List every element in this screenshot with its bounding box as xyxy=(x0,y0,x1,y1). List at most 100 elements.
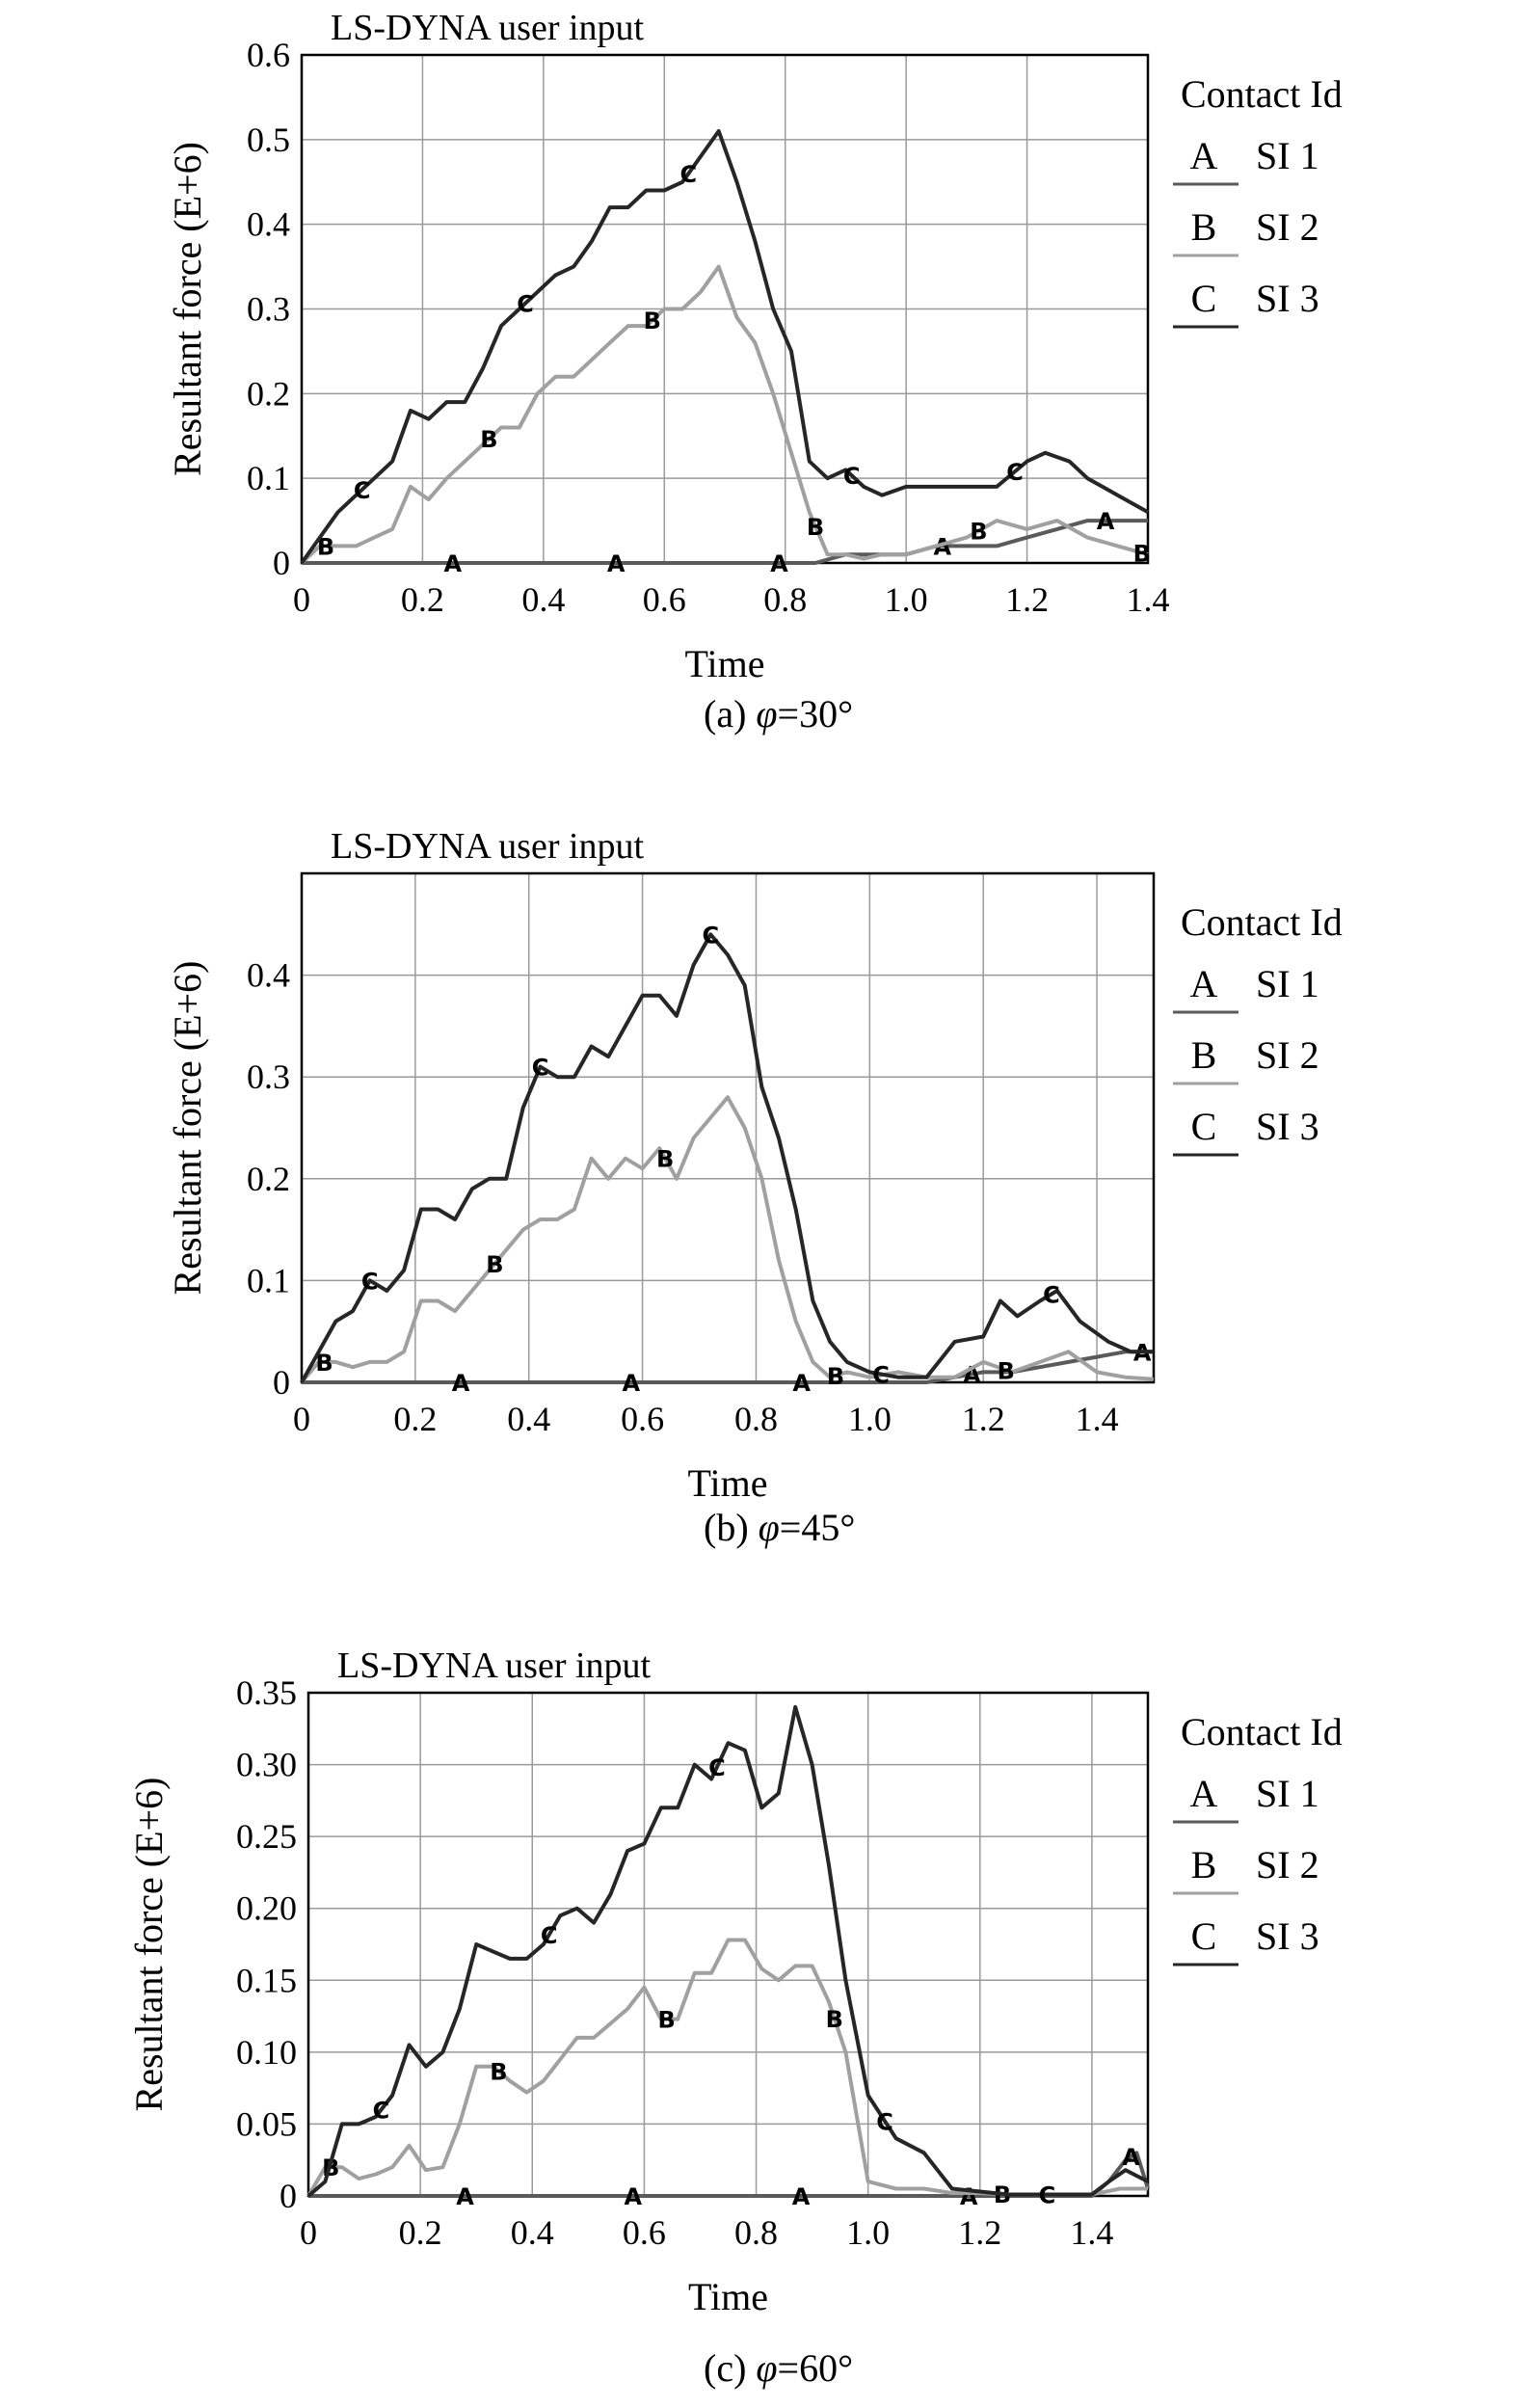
legend-key-C: C xyxy=(1191,1914,1217,1958)
x-tick-label: 1.2 xyxy=(1005,580,1049,619)
x-tick-label: 0 xyxy=(293,580,310,619)
figure-caption: (b) φ=45° xyxy=(704,1506,855,1549)
legend-key-C: C xyxy=(1191,1105,1217,1148)
series-marker-C: C xyxy=(1043,1281,1060,1308)
legend-key-B: B xyxy=(1191,1843,1217,1886)
x-tick-label: 0.4 xyxy=(507,1400,550,1438)
series-marker-A: A xyxy=(1097,508,1115,535)
series-marker-C: C xyxy=(876,2108,893,2135)
x-tick-label: 1.2 xyxy=(962,1400,1005,1438)
y-tick-label: 0.10 xyxy=(236,2033,297,2072)
x-tick-label: 0.2 xyxy=(401,580,444,619)
x-axis-label: Time xyxy=(688,2275,768,2318)
series-marker-B: B xyxy=(827,1363,844,1390)
series-marker-B: B xyxy=(1133,540,1151,567)
x-tick-label: 0 xyxy=(293,1400,310,1438)
series-marker-A: A xyxy=(443,550,462,577)
caption-symbol: φ xyxy=(756,2346,777,2390)
legend-label-B: SI 2 xyxy=(1256,205,1319,249)
y-tick-label: 0.1 xyxy=(247,1261,290,1299)
y-tick-label: 0.1 xyxy=(247,459,290,497)
series-marker-C: C xyxy=(361,1268,379,1295)
x-tick-label: 1.0 xyxy=(848,1400,892,1438)
caption-symbol: φ xyxy=(759,1506,780,1549)
series-marker-B: B xyxy=(317,533,334,560)
legend-label-A: SI 1 xyxy=(1256,962,1319,1005)
chart-3: LS-DYNA user input 0 0.2 0.4 0.6 0.8 1.0 1.2 1.4… xyxy=(127,1645,1343,2390)
series-marker-A: A xyxy=(1122,2144,1140,2171)
y-tick-label: 0.2 xyxy=(247,1160,290,1198)
series-marker-C: C xyxy=(1039,2182,1056,2209)
legend-label-A: SI 1 xyxy=(1256,1772,1319,1815)
series-line-C xyxy=(306,1704,1149,2198)
x-tick-label: 0.4 xyxy=(521,580,565,619)
series-marker-B: B xyxy=(315,1350,333,1377)
x-tick-label: 0.8 xyxy=(763,580,807,619)
y-tick-label: 0 xyxy=(273,544,290,582)
series-marker-B: B xyxy=(826,2006,843,2033)
y-tick-label: 0.4 xyxy=(247,956,290,995)
series-marker-B: B xyxy=(970,519,987,546)
series-line-B xyxy=(300,1095,1155,1384)
x-tick-label: 1.4 xyxy=(1127,580,1170,619)
x-tick-label: 1.0 xyxy=(885,580,928,619)
figure-caption: (a) φ=30° xyxy=(704,692,853,736)
x-tick-label: 1.4 xyxy=(1076,1400,1119,1438)
y-tick-label: 0.35 xyxy=(236,1673,297,1712)
x-tick-label: 0.6 xyxy=(621,1400,664,1438)
y-tick-label: 0.05 xyxy=(236,2104,297,2143)
x-tick-label: 1.4 xyxy=(1070,2213,1113,2252)
chart-title: LS-DYNA user input xyxy=(331,826,645,867)
y-tick-label: 0.3 xyxy=(247,1057,290,1096)
series-marker-C: C xyxy=(354,477,371,504)
series-marker-A: A xyxy=(960,2183,978,2210)
plot-frame xyxy=(306,1691,1150,2198)
caption-prefix: (a) xyxy=(704,692,756,736)
series-marker-A: A xyxy=(770,550,788,577)
chart-title: LS-DYNA user input xyxy=(331,8,645,48)
series-line-C xyxy=(300,129,1149,565)
series-marker-A: A xyxy=(624,2183,642,2210)
x-tick-label: 0.6 xyxy=(623,2213,666,2252)
legend-label-C: SI 3 xyxy=(1256,1914,1319,1958)
series-marker-C: C xyxy=(703,922,720,949)
x-tick-label: 0.6 xyxy=(643,580,686,619)
y-tick-label: 0.30 xyxy=(236,1746,297,1784)
y-tick-label: 0.25 xyxy=(236,1817,297,1856)
legend-key-C: C xyxy=(1191,277,1217,320)
series-marker-B: B xyxy=(657,2007,675,2034)
caption-value: =60° xyxy=(778,2346,854,2390)
y-tick-label: 0.3 xyxy=(247,290,290,329)
figure-caption: (c) φ=60° xyxy=(704,2346,853,2390)
legend-label-B: SI 2 xyxy=(1256,1033,1319,1077)
legend-title: Contact Id xyxy=(1181,72,1343,116)
series-line-A xyxy=(308,2151,1150,2198)
series-marker-B: B xyxy=(807,514,824,541)
y-axis-label: Resultant force (E+6) xyxy=(127,1778,171,2112)
legend-key-A: A xyxy=(1190,134,1218,177)
legend-key-A: A xyxy=(1190,962,1218,1005)
legend-key-A: A xyxy=(1190,1772,1218,1815)
legend-key-B: B xyxy=(1191,1033,1217,1077)
legend-key-B: B xyxy=(1191,205,1217,249)
legend-label-A: SI 1 xyxy=(1256,134,1319,177)
chart-2: LS-DYNA user input 0 0.2 0.4 0.6 0.8 1.0 1.2 1.4… xyxy=(166,826,1343,1549)
y-tick-label: 0 xyxy=(273,1363,290,1402)
series-marker-A: A xyxy=(792,2183,811,2210)
x-tick-label: 0.8 xyxy=(734,1400,778,1438)
series-marker-B: B xyxy=(644,308,661,334)
series-line-B xyxy=(300,264,1149,565)
y-tick-label: 0.6 xyxy=(247,36,290,74)
series-marker-B: B xyxy=(490,2059,507,2086)
caption-prefix: (b) xyxy=(704,1506,759,1549)
chart-title: LS-DYNA user input xyxy=(337,1645,652,1686)
legend-label-C: SI 3 xyxy=(1256,277,1319,320)
x-tick-label: 1.2 xyxy=(958,2213,1001,2252)
y-axis-label: Resultant force (E+6) xyxy=(166,961,209,1296)
legend-label-B: SI 2 xyxy=(1256,1843,1319,1886)
x-tick-label: 1.0 xyxy=(846,2213,890,2252)
series-marker-A: A xyxy=(792,1370,811,1397)
x-tick-label: 0.2 xyxy=(399,2213,442,2252)
series-line-C xyxy=(300,932,1154,1383)
